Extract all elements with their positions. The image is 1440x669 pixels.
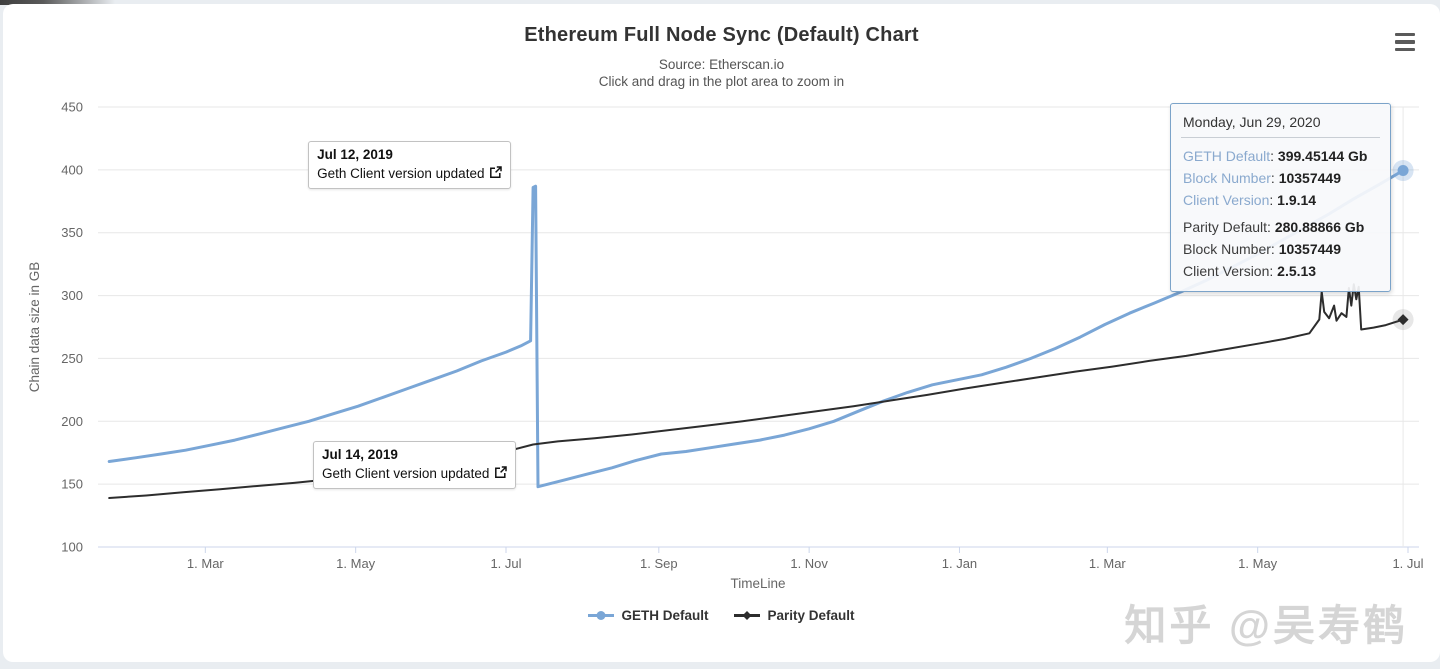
legend-line-circle-icon xyxy=(588,611,615,620)
export-menu-button[interactable] xyxy=(1392,30,1418,54)
tooltip-row: GETH Default: 399.45144 Gb xyxy=(1183,148,1368,164)
x-tick-label: 1. Sep xyxy=(640,556,678,571)
chart-title: Ethereum Full Node Sync (Default) Chart xyxy=(524,24,919,46)
x-tick-label: 1. Mar xyxy=(1089,556,1127,571)
x-axis-title: TimeLine xyxy=(730,576,785,591)
plot-area[interactable]: 100 150 200 250 300 350 400 450 1. Mar 1. May 1. J… xyxy=(3,4,1440,604)
parity-point-marker[interactable] xyxy=(1397,314,1409,326)
annotation-date: Jul 14, 2019 xyxy=(322,446,398,462)
tooltip-row: Client Version: 1.9.14 xyxy=(1183,192,1317,208)
legend-item-parity[interactable]: Parity Default xyxy=(734,608,855,623)
hamburger-menu-icon xyxy=(1395,33,1415,37)
legend-label: Parity Default xyxy=(767,608,855,623)
tooltip-row: Block Number: 10357449 xyxy=(1183,170,1341,186)
x-tick-label: 1. May xyxy=(1238,556,1278,571)
x-tick-label: 1. Jul xyxy=(490,556,521,571)
y-tick-label: 450 xyxy=(61,100,83,115)
chart-card: Ethereum Full Node Sync (Default) Chart … xyxy=(3,4,1440,662)
hamburger-menu-icon xyxy=(1395,40,1415,44)
annotation-flag[interactable]: Jul 14, 2019 Geth Client version updated xyxy=(313,440,517,489)
watermark: 知乎 @吴寿鹤 xyxy=(1124,602,1408,649)
x-tick-label: 1. Jul xyxy=(1392,556,1423,571)
x-tick-label: 1. May xyxy=(336,556,376,571)
tooltip-row: Parity Default: 280.88866 Gb xyxy=(1183,219,1365,235)
chart-subtitle-hint: Click and drag in the plot area to zoom … xyxy=(598,74,845,89)
tooltip-row: Block Number: 10357449 xyxy=(1183,241,1341,257)
chart-subtitle-source: Source: Etherscan.io xyxy=(658,57,785,72)
y-tick-label: 150 xyxy=(61,477,83,492)
x-tick-label: 1. Jan xyxy=(942,556,977,571)
external-link-icon xyxy=(490,166,503,179)
tooltip-row: Client Version: 2.5.13 xyxy=(1183,263,1317,279)
series-line-parity xyxy=(108,283,1405,499)
x-tick-label: 1. Mar xyxy=(187,556,225,571)
y-tick-label: 300 xyxy=(61,288,83,303)
geth-point-marker[interactable] xyxy=(1397,165,1409,177)
y-tick-label: 400 xyxy=(61,162,83,177)
tooltip-date: Monday, Jun 29, 2020 xyxy=(1183,114,1321,130)
legend-line-diamond-icon xyxy=(734,611,761,620)
y-tick-label: 100 xyxy=(61,540,83,555)
y-tick-label: 350 xyxy=(61,225,83,240)
chart-tooltip: Monday, Jun 29, 2020 GETH Default: 399.4… xyxy=(1170,103,1391,292)
legend-item-geth[interactable]: GETH Default xyxy=(588,608,708,623)
annotation-text: Geth Client version updated xyxy=(322,464,508,483)
x-tick-label: 1. Nov xyxy=(790,556,828,571)
y-tick-label: 200 xyxy=(61,414,83,429)
annotation-text: Geth Client version updated xyxy=(317,164,503,183)
legend-label: GETH Default xyxy=(621,608,709,623)
annotation-date: Jul 12, 2019 xyxy=(317,147,393,163)
tooltip-separator xyxy=(1181,137,1380,138)
hamburger-menu-icon xyxy=(1395,47,1415,51)
window-edge xyxy=(0,0,1440,5)
y-tick-label: 250 xyxy=(61,351,83,366)
chart-legend: GETH Default Parity Default xyxy=(3,608,1440,623)
annotation-flag[interactable]: Jul 12, 2019 Geth Client version updated xyxy=(308,141,512,190)
series-line-geth xyxy=(107,169,1405,489)
tooltip-rows: GETH Default: 399.45144 Gb Block Number: … xyxy=(1183,145,1378,282)
y-axis-title: Chain data size in GB xyxy=(27,262,42,393)
external-link-icon xyxy=(495,465,508,478)
